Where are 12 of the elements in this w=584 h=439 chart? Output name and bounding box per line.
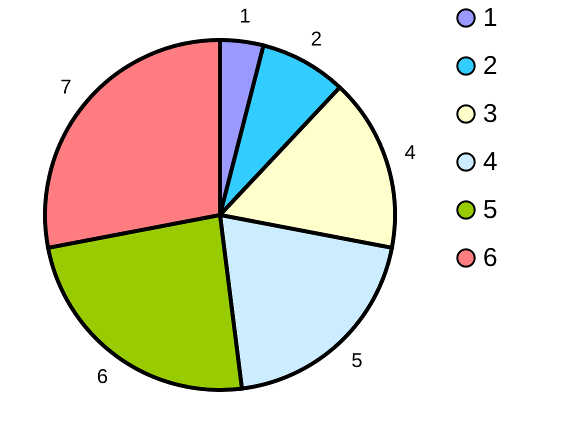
legend-label: 1 [483,2,498,32]
data-label: 5 [351,350,362,372]
data-label: 6 [96,366,108,388]
legend-label: 2 [483,50,498,80]
data-label: 4 [404,142,416,164]
data-label: 1 [240,6,251,28]
legend-label: 6 [483,242,498,272]
legend-label: 5 [483,194,498,224]
data-label: 7 [60,76,72,99]
legend-label: 3 [483,98,498,128]
data-label: 2 [310,28,322,51]
legend-label: 4 [483,146,498,176]
